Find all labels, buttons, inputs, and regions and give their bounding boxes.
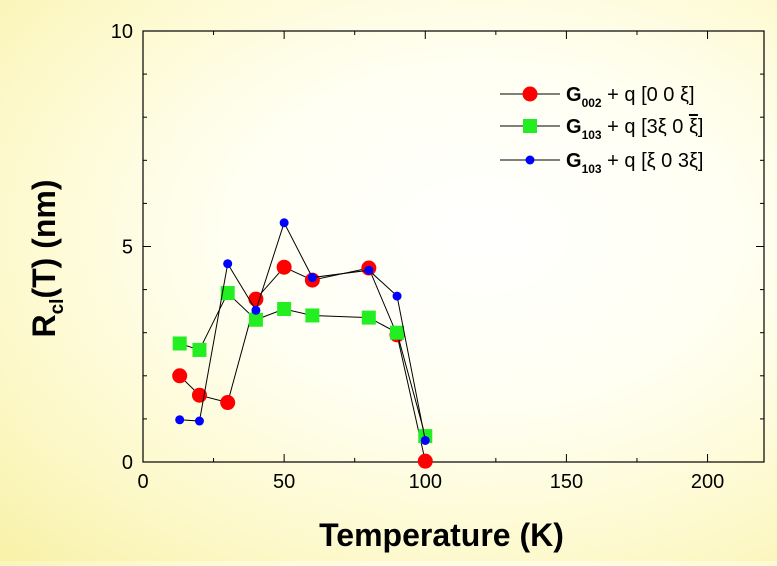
series-2 bbox=[175, 218, 430, 445]
y-tick-label: 5 bbox=[122, 237, 133, 259]
data-point-2-4 bbox=[279, 218, 289, 228]
x-tick-label: 50 bbox=[273, 471, 295, 493]
legend-label: G103 + q [ξ 0 3ξ] bbox=[566, 150, 703, 176]
data-point-1-6 bbox=[361, 310, 376, 325]
data-point-0-4 bbox=[276, 259, 292, 275]
data-point-1-7 bbox=[390, 325, 405, 340]
legend-entry-1: G103 + q [3ξ 0 ξ] bbox=[500, 116, 703, 142]
data-point-2-0 bbox=[175, 415, 185, 425]
data-point-2-7 bbox=[392, 291, 402, 301]
y-tick-label: 0 bbox=[122, 452, 133, 474]
data-point-1-1 bbox=[192, 342, 207, 357]
legend-marker bbox=[523, 119, 537, 133]
x-axis-label: Temperature (K) bbox=[319, 517, 564, 553]
x-tick-label: 150 bbox=[550, 471, 583, 493]
x-tick-label: 200 bbox=[691, 471, 724, 493]
data-point-2-2 bbox=[223, 259, 233, 269]
series-line-0 bbox=[179, 266, 426, 462]
data-point-0-8 bbox=[417, 453, 433, 469]
data-point-1-3 bbox=[248, 312, 263, 327]
x-tick-label: 100 bbox=[409, 471, 442, 493]
legend-entry-0: G002 + q [0 0 ξ] bbox=[500, 84, 695, 110]
data-point-2-8 bbox=[420, 435, 430, 445]
data-point-2-6 bbox=[364, 265, 374, 275]
series-line-2 bbox=[179, 221, 426, 441]
y-tick-label: 10 bbox=[111, 21, 133, 43]
legend-label: G002 + q [0 0 ξ] bbox=[566, 84, 695, 110]
data-point-0-3 bbox=[248, 291, 264, 307]
legend-entry-2: G103 + q [ξ 0 3ξ] bbox=[500, 150, 703, 176]
data-point-2-5 bbox=[307, 273, 317, 283]
series-0 bbox=[172, 259, 433, 469]
legend-marker bbox=[522, 86, 538, 102]
series-1 bbox=[172, 286, 433, 444]
data-point-0-0 bbox=[172, 368, 188, 384]
data-point-1-4 bbox=[277, 301, 292, 316]
legend-label: G103 + q [3ξ 0 ξ] bbox=[566, 116, 703, 142]
data-point-2-1 bbox=[194, 416, 204, 426]
data-point-1-5 bbox=[305, 308, 320, 323]
data-point-1-2 bbox=[220, 286, 235, 301]
x-tick-label: 0 bbox=[137, 471, 148, 493]
data-point-0-2 bbox=[220, 395, 236, 411]
data-point-2-3 bbox=[251, 305, 261, 315]
data-point-1-0 bbox=[172, 336, 187, 351]
legend-marker bbox=[525, 155, 535, 165]
y-axis-label: Rcl(T) (nm) bbox=[26, 179, 68, 337]
